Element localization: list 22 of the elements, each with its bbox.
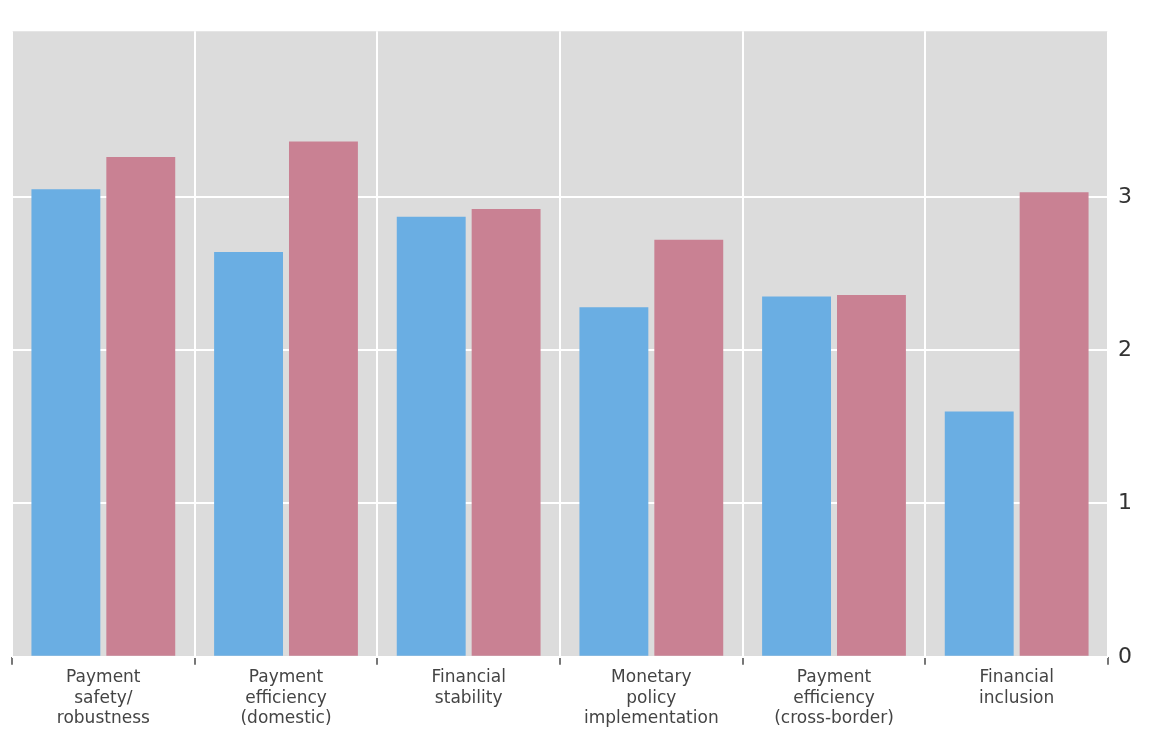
y-tick-label: 0: [1118, 642, 1132, 668]
y-tick-label: 3: [1118, 182, 1132, 208]
bar: [762, 296, 832, 656]
x-tick-label: Payment efficiency (domestic): [240, 666, 332, 728]
x-tick-label: Monetary policy implementation: [583, 666, 719, 728]
y-tick-label: 2: [1118, 335, 1132, 361]
x-tick-label: Payment efficiency (cross-border): [774, 666, 894, 728]
bar: [396, 216, 466, 656]
x-tick-label: Financial stability: [431, 666, 506, 707]
x-tick-label: Financial inclusion: [979, 666, 1055, 707]
y-tick-label: 1: [1118, 489, 1132, 515]
bar: [837, 294, 906, 656]
x-tick-label: Payment safety/ robustness: [56, 666, 150, 728]
bar: [1019, 192, 1089, 656]
bar: [289, 141, 358, 656]
bar: [944, 411, 1014, 656]
bar: [654, 239, 724, 656]
bar: [31, 189, 101, 656]
bar: [214, 252, 284, 656]
bar: [106, 156, 176, 656]
bar: [579, 307, 649, 656]
bar: [471, 209, 541, 656]
